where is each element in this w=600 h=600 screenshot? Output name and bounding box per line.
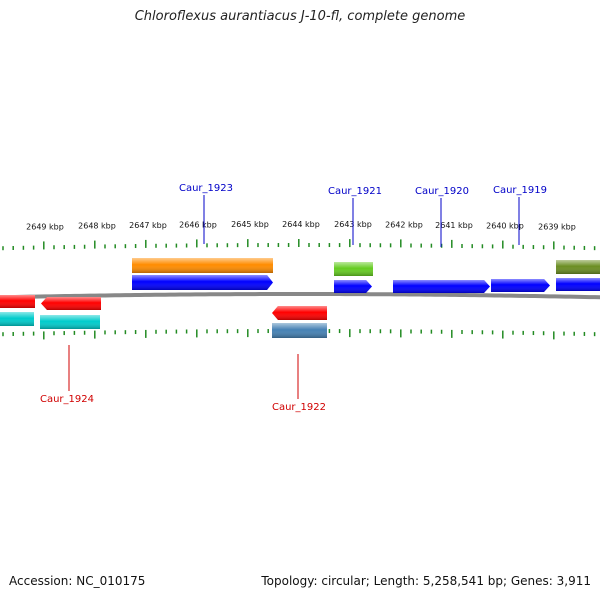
gene-features xyxy=(0,258,600,338)
gene-feature xyxy=(393,280,490,293)
gene-feature xyxy=(40,315,100,329)
outer-tick-marks xyxy=(2,239,596,251)
gene-feature-shading xyxy=(556,260,600,274)
genome-title: Chloroflexus aurantiacus J-10-fl, comple… xyxy=(134,9,466,24)
scale-label: 2646 kbp xyxy=(179,220,217,229)
inner-tick-marks xyxy=(2,329,596,340)
gene-feature xyxy=(0,312,34,326)
gene-label: Caur_1921 xyxy=(328,186,382,197)
gene-label: Caur_1923 xyxy=(179,183,233,194)
gene-feature-shading xyxy=(0,312,34,326)
gene-feature xyxy=(491,279,550,292)
gene-feature-shading xyxy=(556,278,600,291)
gene-feature xyxy=(272,323,327,338)
accession-text: Accession: NC_010175 xyxy=(9,574,146,588)
gene-feature-shading xyxy=(272,306,327,320)
scale-label: 2644 kbp xyxy=(282,220,320,229)
genome-backbone xyxy=(0,292,600,300)
gene-feature xyxy=(0,295,35,308)
gene-feature-shading xyxy=(393,280,490,293)
scale-label: 2649 kbp xyxy=(26,222,64,231)
scale-label: 2641 kbp xyxy=(435,221,473,230)
gene-feature-shading xyxy=(491,279,550,292)
gene-label: Caur_1920 xyxy=(415,186,469,197)
genome-summary-text: Topology: circular; Length: 5,258,541 bp… xyxy=(261,574,591,588)
gene-label: Caur_1924 xyxy=(40,394,94,405)
scale-label: 2648 kbp xyxy=(78,222,116,231)
gene-labels: Caur_1923 Caur_1921 Caur_1920 Caur_1919 Caur… xyxy=(40,183,547,413)
scale-label: 2645 kbp xyxy=(231,220,269,229)
scale-labels: 2649 kbp 2648 kbp 2647 kbp 2646 kbp 2645 kbp… xyxy=(26,220,576,231)
gene-feature xyxy=(556,260,600,274)
gene-label: Caur_1922 xyxy=(272,402,326,413)
scale-label: 2647 kbp xyxy=(129,221,167,230)
gene-feature-shading xyxy=(334,280,372,293)
scale-label: 2639 kbp xyxy=(538,222,576,231)
gene-feature-shading xyxy=(132,275,273,290)
gene-feature xyxy=(334,280,372,293)
gene-feature-shading xyxy=(41,297,101,310)
gene-feature xyxy=(272,306,327,320)
gene-feature xyxy=(132,258,273,273)
gene-feature xyxy=(334,262,373,276)
gene-feature-shading xyxy=(40,315,100,329)
gene-label: Caur_1919 xyxy=(493,185,547,196)
scale-label: 2640 kbp xyxy=(486,222,524,231)
gene-feature-shading xyxy=(132,258,273,273)
gene-feature-shading xyxy=(334,262,373,276)
gene-feature xyxy=(132,275,273,290)
gene-feature-shading xyxy=(272,323,327,338)
gene-feature xyxy=(556,278,600,291)
gene-feature xyxy=(41,297,101,310)
gene-feature-shading xyxy=(0,295,35,308)
scale-label: 2642 kbp xyxy=(385,220,423,229)
